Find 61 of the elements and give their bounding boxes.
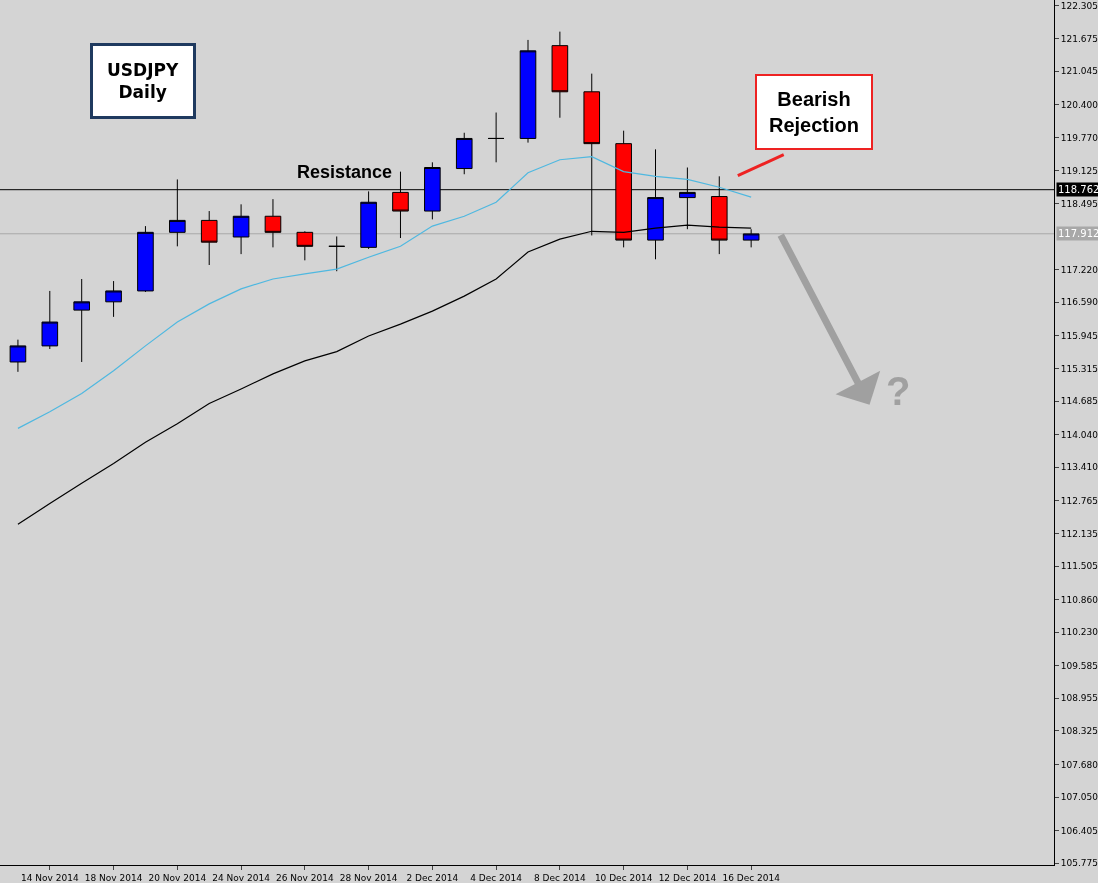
y-tick-label: 106.405 [1060, 825, 1098, 836]
x-tick-label: 14 Nov 2014 [20, 872, 79, 883]
candlestick [296, 230, 314, 261]
ref-line-label: 117.912 [1058, 228, 1098, 239]
candlestick [41, 290, 59, 350]
text: Bearish Rejection [769, 88, 860, 136]
x-tick-label: 10 Dec 2014 [594, 872, 653, 883]
y-tick-label: 118.495 [1060, 198, 1098, 209]
y-tick-label: 115.315 [1060, 363, 1098, 374]
y-tick-label: 115.945 [1060, 330, 1098, 341]
text: ? [886, 369, 911, 413]
y-tick-label: 107.050 [1060, 792, 1098, 803]
x-tick-label: 4 Dec 2014 [470, 872, 523, 883]
candlestick [742, 228, 760, 248]
y-tick-label: 116.590 [1060, 297, 1098, 308]
line-series [17, 156, 752, 429]
x-tick-label: 26 Nov 2014 [276, 872, 334, 883]
candlestick [73, 278, 90, 363]
x-tick-label: 24 Nov 2014 [212, 872, 271, 883]
x-tick-label: 8 Dec 2014 [533, 872, 587, 883]
y-tick-label: 119.770 [1060, 132, 1098, 143]
candlestick [232, 203, 250, 255]
candlestick [9, 339, 27, 373]
text: USDJPY [107, 60, 179, 80]
x-tick-label: 12 Dec 2014 [658, 872, 717, 883]
y-tick-label: 113.410 [1060, 462, 1098, 473]
x-tick-label: 28 Nov 2014 [339, 872, 398, 883]
y-tick-label: 112.135 [1060, 528, 1098, 539]
y-tick-label: 109.585 [1060, 660, 1098, 671]
y-tick-label: 114.040 [1060, 429, 1098, 440]
y-tick-label: 120.400 [1060, 99, 1098, 110]
candlestick [328, 235, 346, 272]
y-tick-label: 105.775 [1060, 858, 1098, 869]
candlestick [487, 112, 505, 163]
y-tick-label: 111.505 [1060, 561, 1098, 572]
annotation: Resistance [297, 162, 393, 182]
candlestick [551, 31, 569, 119]
candlestick [200, 210, 218, 266]
x-tick-label: 16 Dec 2014 [722, 872, 781, 883]
candlestick [105, 280, 122, 318]
y-tick-label: 108.955 [1060, 693, 1098, 704]
y-tick-label: 119.125 [1060, 166, 1098, 177]
ref-line-label: 118.762 [1058, 184, 1098, 195]
candlestick [137, 225, 154, 293]
y-tick-label: 107.680 [1060, 759, 1098, 770]
y-tick-label: 117.220 [1060, 264, 1098, 275]
y-tick-label: 114.685 [1060, 396, 1098, 407]
x-tick-label: 2 Dec 2014 [406, 872, 459, 883]
candlestick [264, 198, 282, 248]
candlestick [455, 132, 473, 175]
y-tick-label: 121.045 [1060, 66, 1098, 77]
y-tick-label: 122.305 [1060, 1, 1098, 12]
y-tick-label: 110.230 [1060, 627, 1098, 638]
text: Daily [118, 82, 167, 103]
y-tick-label: 110.860 [1060, 594, 1098, 605]
y-tick-label: 121.675 [1060, 33, 1098, 44]
y-tick-label: 112.765 [1060, 495, 1098, 506]
candlestick [519, 39, 537, 144]
x-tick-label: 20 Nov 2014 [148, 872, 207, 883]
y-tick-label: 108.325 [1060, 726, 1098, 737]
x-tick-label: 18 Nov 2014 [84, 872, 143, 883]
